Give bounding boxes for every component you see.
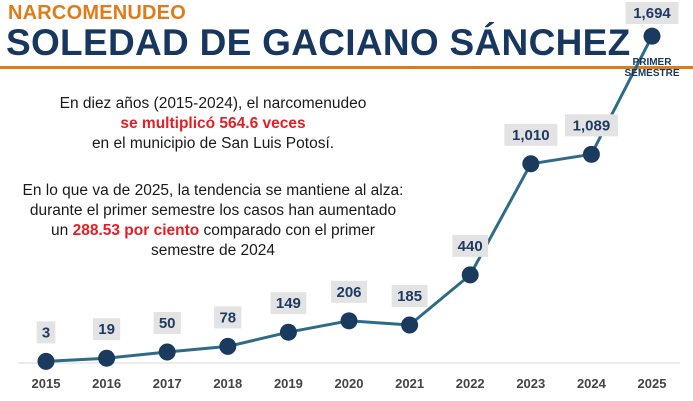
data-point-marker [340, 312, 358, 330]
x-tick-label: 2024 [577, 376, 607, 391]
data-point-marker [279, 323, 297, 341]
trend-line: En lo que va de 2025, la tendencia se ma… [22, 182, 404, 199]
x-tick-label: 2019 [274, 376, 303, 391]
trend-suffix: comparado con el primer [199, 222, 375, 239]
trend-line-highlight: un 288.53 por ciento comparado con el pr… [4, 221, 422, 241]
data-label-box [452, 234, 489, 257]
x-tick-label: 2018 [213, 376, 242, 391]
trend-line: semestre de 2024 [150, 242, 276, 259]
last-point-note: PRIMER [633, 57, 673, 68]
data-label-box [36, 321, 56, 344]
data-label: 3 [42, 324, 50, 341]
data-point-marker [643, 27, 661, 45]
summary-paragraph: En diez años (2015-2024), el narcomenude… [4, 94, 422, 154]
x-tick-label: 2016 [92, 376, 121, 391]
data-label-box [504, 123, 558, 146]
data-label-box [564, 114, 618, 137]
trend-paragraph: En lo que va de 2025, la tendencia se ma… [4, 181, 422, 261]
data-label: 19 [98, 321, 115, 338]
trend-prefix: un [51, 222, 73, 239]
x-tick-label: 2017 [153, 376, 182, 391]
data-label: 440 [458, 238, 483, 255]
x-tick-label: 2023 [516, 376, 545, 391]
data-label: 50 [159, 315, 176, 332]
data-label-box [270, 292, 307, 315]
data-label: 149 [276, 295, 301, 312]
x-tick-label: 2020 [335, 376, 364, 391]
data-label: 1,089 [573, 117, 611, 134]
headline: SOLEDAD DE GACIANO SÁNCHEZ [6, 22, 631, 63]
x-tick-label: 2021 [395, 376, 424, 391]
data-label: 1,694 [633, 5, 671, 22]
x-tick-label: 2015 [32, 376, 61, 391]
data-point-marker [37, 352, 55, 370]
data-point-marker [219, 337, 237, 355]
data-label: 1,010 [512, 127, 550, 144]
data-label-box [214, 306, 242, 329]
data-label-box [391, 285, 428, 307]
data-label: 78 [219, 309, 236, 326]
data-label-box [625, 2, 679, 24]
summary-highlight: se multiplicó 564.6 veces [120, 115, 306, 132]
data-label-box [331, 280, 367, 303]
data-label-box [153, 312, 181, 334]
trend-line: durante el primer semestre los casos han… [29, 202, 397, 219]
data-point-marker [98, 349, 116, 367]
data-label-box [93, 318, 121, 341]
data-point-marker [461, 266, 479, 284]
summary-line: En diez años (2015-2024), el narcomenude… [59, 95, 367, 112]
x-tick-label: 2025 [638, 376, 667, 391]
data-label: 206 [336, 284, 361, 301]
x-tick-label: 2022 [456, 376, 485, 391]
data-point-marker [522, 155, 540, 173]
kicker-title: NARCOMENUDEO [8, 2, 186, 24]
data-point-marker [158, 343, 176, 361]
data-point-marker [401, 316, 419, 334]
trend-highlight: 288.53 por ciento [72, 222, 200, 239]
summary-line: en el municipio de San Luis Potosí. [91, 135, 335, 152]
last-point-note: SEMESTRE [624, 68, 679, 79]
data-label: 185 [397, 288, 422, 305]
data-point-marker [582, 145, 600, 163]
header-divider [0, 66, 693, 69]
